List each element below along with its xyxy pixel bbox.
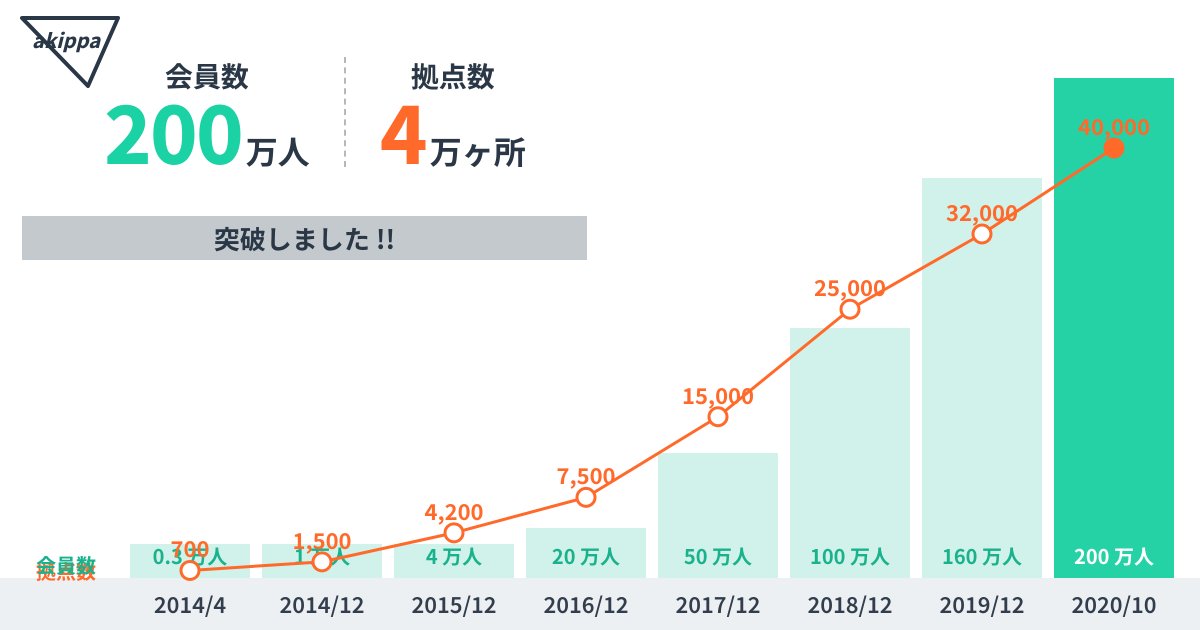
bar-label: 1 万人 xyxy=(262,541,382,570)
legend-bar: 会員数 xyxy=(36,550,96,579)
bar: 50 万人 xyxy=(658,453,778,578)
xaxis-label: 2018/12 xyxy=(790,578,910,630)
line-value-label: 4,200 xyxy=(424,495,483,527)
line-value-label: 7,500 xyxy=(556,459,615,491)
line-marker xyxy=(577,488,595,506)
xaxis-label: 2019/12 xyxy=(922,578,1042,630)
bar: 100 万人 xyxy=(790,328,910,578)
xaxis-label: 2015/12 xyxy=(394,578,514,630)
bar-label: 4 万人 xyxy=(394,541,514,570)
line-value-label: 15,000 xyxy=(682,379,754,411)
line-value-label: 25,000 xyxy=(814,271,886,303)
xaxis-label: 2016/12 xyxy=(526,578,646,630)
bar-label: 20 万人 xyxy=(526,541,646,570)
xaxis-label: 2014/4 xyxy=(130,578,250,630)
line-marker xyxy=(445,524,463,542)
bar: 4 万人 xyxy=(394,544,514,578)
bar: 20 万人 xyxy=(526,528,646,578)
bar-label: 200 万人 xyxy=(1054,541,1174,570)
xaxis-label: 2020/10 xyxy=(1054,578,1174,630)
bar-label: 0.3 万人 xyxy=(130,541,250,570)
growth-chart: 0.3 万人 1 万人 4 万人 20 万人 50 万人 100 万人 160 万人 200 … xyxy=(0,0,1200,630)
xaxis-label: 2014/12 xyxy=(262,578,382,630)
bar-label: 160 万人 xyxy=(922,541,1042,570)
line-marker xyxy=(709,408,727,426)
bar: 200 万人 xyxy=(1054,78,1174,578)
bar-label: 50 万人 xyxy=(658,541,778,570)
bar: 1 万人 xyxy=(262,544,382,578)
bar: 0.3 万人 xyxy=(130,544,250,578)
xaxis-labels: 2014/42014/122015/122016/122017/122018/1… xyxy=(0,578,1200,630)
bar: 160 万人 xyxy=(922,178,1042,578)
xaxis-label: 2017/12 xyxy=(658,578,778,630)
bar-label: 100 万人 xyxy=(790,541,910,570)
line-marker xyxy=(841,300,859,318)
